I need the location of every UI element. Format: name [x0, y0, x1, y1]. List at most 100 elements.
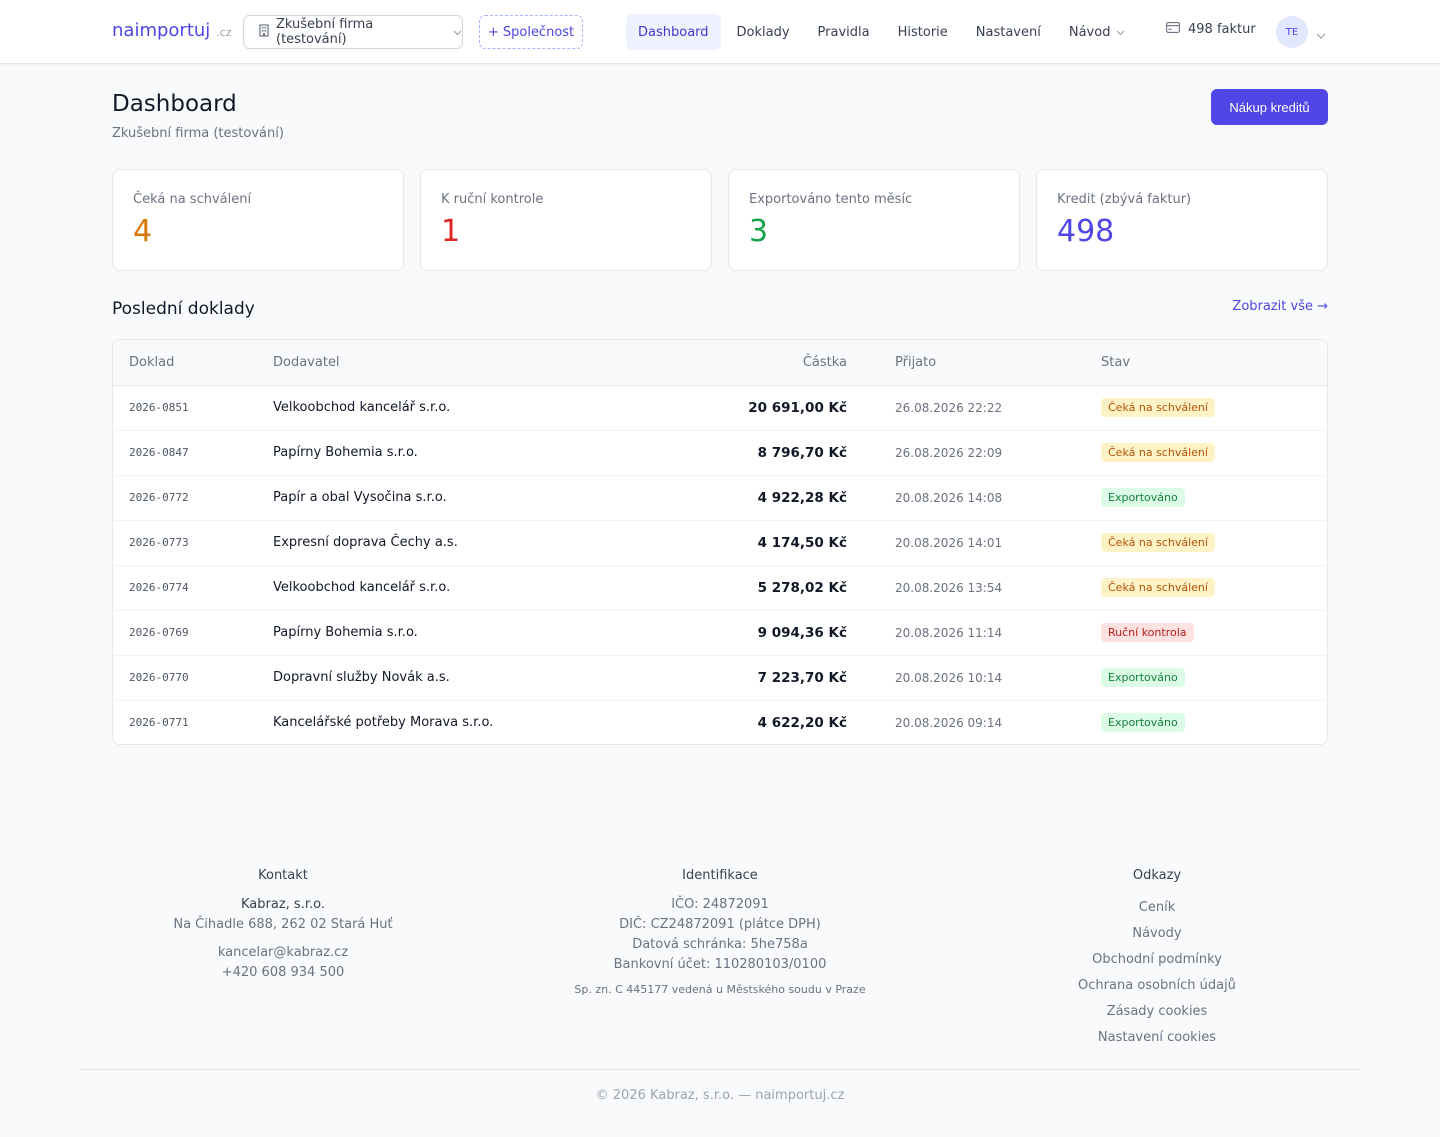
- company-selector[interactable]: Zkušební firma (testování): [243, 15, 463, 49]
- amount: 8 796,70 Kč: [757, 444, 847, 461]
- doc-number[interactable]: 2026-0774: [129, 581, 189, 594]
- building-icon: [258, 23, 270, 41]
- table-header-row: Doklad Dodavatel Částka Přijato Stav: [113, 340, 1327, 385]
- footer-phone[interactable]: +420 608 934 500: [221, 965, 345, 980]
- footer-contact: Kontakt Kabraz, s.r.o. Na Čihadle 688, 2…: [83, 868, 483, 983]
- status-badge: Čeká na schválení: [1101, 578, 1215, 597]
- stat-label: Exportováno tento měsíc: [749, 192, 913, 207]
- table-row[interactable]: 2026-0773 Expresní doprava Čechy a.s. 4 17…: [113, 520, 1327, 565]
- doc-number[interactable]: 2026-0847: [129, 446, 189, 459]
- credits-indicator[interactable]: 498 faktur: [1166, 22, 1256, 37]
- column-header-supplier[interactable]: Dodavatel: [273, 354, 340, 370]
- doc-number[interactable]: 2026-0851: [129, 401, 189, 414]
- nav-historie[interactable]: Historie: [897, 24, 948, 40]
- status-cell: Čeká na schválení: [1085, 385, 1327, 430]
- amount: 4 174,50 Kč: [757, 534, 847, 551]
- company-selector-label: Zkušební firma (testování): [276, 17, 374, 47]
- table-row[interactable]: 2026-0774 Velkoobchod kancelář s.r.o. 5 27…: [113, 565, 1327, 610]
- footer-link-privacy[interactable]: Ochrana osobních údajů: [1078, 978, 1236, 993]
- status-cell: Čeká na schválení: [1085, 565, 1327, 610]
- logo-text: naimportuj: [112, 20, 211, 41]
- doc-number[interactable]: 2026-0769: [129, 626, 189, 639]
- status-cell: Čeká na schválení: [1085, 430, 1327, 475]
- footer-contact-title: Kontakt: [258, 868, 308, 883]
- status-badge: Čeká na schválení: [1101, 398, 1215, 417]
- nav-nastaveni[interactable]: Nastavení: [975, 24, 1041, 40]
- doc-number[interactable]: 2026-0772: [129, 491, 189, 504]
- stat-label: Čeká na schválení: [133, 192, 252, 207]
- nav-pravidla[interactable]: Pravidla: [817, 24, 870, 40]
- nav-doklady[interactable]: Doklady: [736, 24, 790, 40]
- doc-number[interactable]: 2026-0770: [129, 671, 189, 684]
- received-date: 20.08.2026 13:54: [895, 580, 1003, 595]
- doc-number[interactable]: 2026-0773: [129, 536, 189, 549]
- status-cell: Exportováno: [1085, 655, 1327, 700]
- footer: Kontakt Kabraz, s.r.o. Na Čihadle 688, 2…: [0, 833, 1440, 1137]
- chevron-down-icon: [1116, 25, 1125, 40]
- status-badge: Exportováno: [1101, 713, 1185, 733]
- received-date: 20.08.2026 10:14: [895, 670, 1003, 685]
- status-badge: Čeká na schválení: [1101, 533, 1215, 552]
- footer-bank: Bankovní účet: 110280103/0100: [613, 957, 827, 972]
- table-row[interactable]: 2026-0847 Papírny Bohemia s.r.o. 8 796,70 …: [113, 430, 1327, 475]
- footer-link-pricing[interactable]: Ceník: [1138, 900, 1176, 915]
- credit-card-icon: [1166, 22, 1180, 37]
- stat-label: Kredit (zbývá faktur): [1057, 192, 1192, 207]
- received-date: 20.08.2026 14:01: [895, 535, 1003, 550]
- status-badge: Čeká na schválení: [1101, 443, 1215, 462]
- amount: 9 094,36 Kč: [757, 624, 847, 641]
- supplier-name: Velkoobchod kancelář s.r.o.: [273, 400, 451, 415]
- stat-value: 4: [133, 214, 153, 249]
- column-header-status[interactable]: Stav: [1101, 354, 1131, 370]
- supplier-name: Papírny Bohemia s.r.o.: [273, 445, 418, 460]
- status-badge: Exportováno: [1101, 668, 1185, 687]
- status-badge: Exportováno: [1101, 488, 1185, 507]
- table-row[interactable]: 2026-0771 Kancelářské potřeby Morava s.r.…: [113, 700, 1327, 744]
- stat-card-credit[interactable]: Kredit (zbývá faktur) 498: [1036, 169, 1328, 271]
- avatar[interactable]: TE: [1276, 16, 1308, 48]
- nav-dashboard[interactable]: Dashboard: [626, 14, 721, 50]
- footer-link-guides[interactable]: Návody: [1132, 926, 1182, 941]
- received-date: 20.08.2026 14:08: [895, 490, 1003, 505]
- received-date: 20.08.2026 11:14: [895, 625, 1003, 640]
- logo[interactable]: naimportuj .cz: [112, 20, 232, 41]
- column-header-doc[interactable]: Doklad: [129, 354, 175, 370]
- stat-card-manual[interactable]: K ruční kontrole 1: [420, 169, 712, 271]
- footer-ident-title: Identifikace: [682, 868, 758, 883]
- footer-links-title: Odkazy: [1132, 868, 1182, 883]
- status-cell: Exportováno: [1085, 475, 1327, 520]
- supplier-name: Expresní doprava Čechy a.s.: [273, 535, 458, 550]
- column-header-amount[interactable]: Částka: [802, 354, 847, 370]
- footer-email[interactable]: kancelar@kabraz.cz: [217, 945, 349, 960]
- column-header-received[interactable]: Přijato: [895, 354, 937, 370]
- view-all-link[interactable]: Zobrazit vše →: [1232, 299, 1328, 314]
- footer-links: Odkazy Ceník Návody Obchodní podmínky Oc…: [957, 868, 1357, 1051]
- page-subtitle: Zkušební firma (testování): [112, 126, 284, 141]
- table-row[interactable]: 2026-0770 Dopravní služby Novák a.s. 7 223…: [113, 655, 1327, 700]
- footer-databox: Datová schránka: 5he758a: [632, 937, 808, 952]
- page-title: Dashboard: [112, 91, 237, 117]
- top-navbar: naimportuj .cz Zkušební firma (testování)…: [0, 0, 1440, 64]
- add-company-button[interactable]: + Společnost: [479, 15, 583, 49]
- received-date: 26.08.2026 22:22: [895, 400, 1003, 415]
- stat-card-waiting[interactable]: Čeká na schválení 4: [112, 169, 404, 271]
- received-date: 26.08.2026 22:09: [895, 445, 1003, 460]
- stat-value: 3: [749, 214, 769, 249]
- footer-link-terms[interactable]: Obchodní podmínky: [1092, 952, 1222, 967]
- stat-value: 498: [1057, 214, 1115, 249]
- nav-navod[interactable]: Návod: [1057, 14, 1138, 50]
- status-cell: Exportováno: [1085, 700, 1327, 744]
- chevron-down-icon[interactable]: [1316, 24, 1326, 43]
- supplier-name: Papírny Bohemia s.r.o.: [273, 625, 418, 640]
- doc-number[interactable]: 2026-0771: [129, 716, 189, 730]
- stat-card-exported[interactable]: Exportováno tento měsíc 3: [728, 169, 1020, 271]
- buy-credits-button[interactable]: Nákup kreditů: [1211, 89, 1328, 125]
- amount: 5 278,02 Kč: [757, 579, 847, 596]
- footer-link-cookies-settings[interactable]: Nastavení cookies: [1097, 1030, 1217, 1045]
- table-row[interactable]: 2026-0772 Papír a obal Vysočina s.r.o. 4 9…: [113, 475, 1327, 520]
- table-row[interactable]: 2026-0851 Velkoobchod kancelář s.r.o. 20 6…: [113, 385, 1327, 430]
- supplier-name: Kancelářské potřeby Morava s.r.o.: [273, 715, 494, 731]
- footer-link-cookies-policy[interactable]: Zásady cookies: [1106, 1004, 1208, 1019]
- credits-label: 498 faktur: [1188, 22, 1256, 37]
- table-row[interactable]: 2026-0769 Papírny Bohemia s.r.o. 9 094,36 …: [113, 610, 1327, 655]
